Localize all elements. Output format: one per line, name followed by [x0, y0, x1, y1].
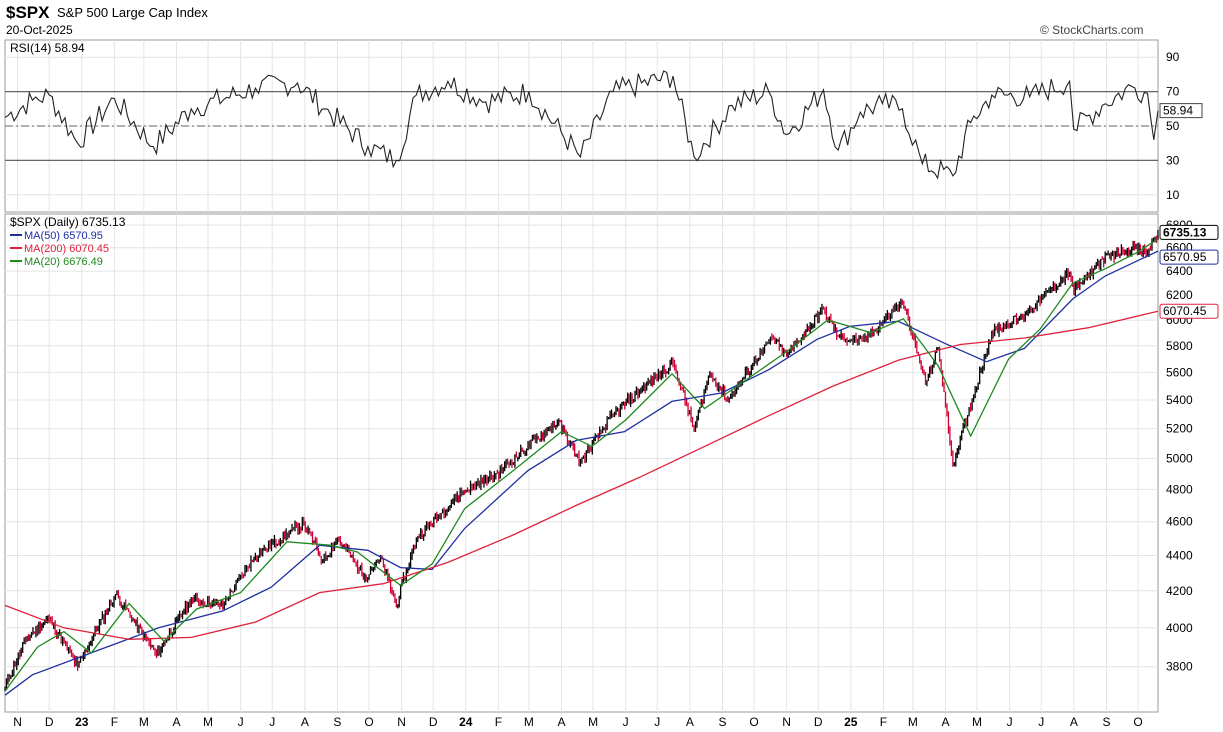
x-tick-label: N: [782, 715, 791, 729]
price-tick-label: 4400: [1166, 548, 1193, 562]
chart-header: $SPX S&P 500 Large Cap Index 20-Oct-2025…: [0, 0, 1223, 40]
price-tick-label: 5000: [1166, 451, 1193, 465]
x-tick-label: F: [880, 715, 887, 729]
x-tick-label: J: [1007, 715, 1013, 729]
price-tick-label: 4600: [1166, 515, 1193, 529]
x-tick-label: S: [1102, 715, 1110, 729]
price-tick-label: 3800: [1166, 660, 1193, 674]
price-series: [4, 229, 1159, 696]
price-last-value-label: 6570.95: [1163, 250, 1207, 264]
x-tick-label: M: [139, 715, 149, 729]
stockcharts-credit: © StockCharts.com: [1040, 23, 1144, 37]
x-tick-label: N: [13, 715, 22, 729]
x-tick-label: D: [429, 715, 438, 729]
x-tick-label: A: [172, 715, 180, 729]
ma20-line: [4, 238, 1159, 692]
price-last-value-box: [1159, 303, 1219, 319]
price-gridlines: [5, 214, 1158, 712]
x-tick-label: M: [972, 715, 982, 729]
price-tick-label: 4000: [1166, 621, 1193, 635]
x-tick-label: S: [333, 715, 341, 729]
x-tick-label: D: [814, 715, 823, 729]
rsi-axis-ticks: 10 30 50 70 90: [1166, 50, 1180, 202]
price-legend-title: $SPX (Daily) 6735.13: [10, 215, 126, 229]
rsi-panel: 10 30 50 70 90 RSI(14) 58.94 58.94: [4, 39, 1203, 213]
rsi-series: [4, 70, 1159, 180]
rsi-line: [4, 70, 1159, 180]
x-tick-label: 24: [459, 715, 473, 729]
x-tick-label: 23: [75, 715, 89, 729]
rsi-tick-label: 50: [1166, 119, 1180, 133]
x-tick-label: J: [623, 715, 629, 729]
legend-entry: MA(20) 6676.49: [24, 256, 103, 268]
index-name: S&P 500 Large Cap Index: [57, 5, 208, 20]
x-tick-label: M: [524, 715, 534, 729]
x-axis-ticks: N D 23 F M A M J J A S O N D 24 F M A M J J A S O N D 25 F M A M J J A S O: [13, 715, 1142, 729]
x-tick-label: O: [749, 715, 758, 729]
x-tick-label: J: [238, 715, 244, 729]
x-tick-label: M: [588, 715, 598, 729]
chart-date: 20-Oct-2025: [6, 23, 73, 37]
x-tick-label: O: [1133, 715, 1142, 729]
x-tick-label: J: [1038, 715, 1044, 729]
x-tick-label: A: [941, 715, 949, 729]
price-last-value-box: [1159, 224, 1219, 240]
x-tick-label: M: [908, 715, 918, 729]
x-tick-label: A: [558, 715, 566, 729]
price-panel: 3800 4000 4200 4400 4600 4800 5000 5200 5400 5600…: [4, 213, 1219, 729]
price-tick-label: 6400: [1166, 264, 1193, 278]
price-last-value-label: 6070.45: [1163, 304, 1207, 318]
x-tick-label: O: [364, 715, 373, 729]
price-tick-label: 5400: [1166, 393, 1193, 407]
price-last-value-tags: 6735.13 6570.95 6070.45: [1159, 224, 1219, 319]
x-tick-label: D: [45, 715, 54, 729]
price-tick-label: 5200: [1166, 422, 1193, 436]
price-tick-label: 4200: [1166, 584, 1193, 598]
rsi-tick-label: 90: [1166, 50, 1180, 64]
x-tick-label: F: [111, 715, 118, 729]
x-tick-label: N: [397, 715, 406, 729]
legend-entry: MA(50) 6570.95: [24, 230, 103, 242]
ma200-line: [4, 310, 1159, 640]
rsi-tick-label: 10: [1166, 188, 1180, 202]
rsi-last-value-tag: 58.94: [1159, 103, 1203, 119]
x-tick-label: 25: [844, 715, 858, 729]
price-legend: $SPX (Daily) 6735.13 MA(50) 6570.95MA(20…: [10, 215, 126, 268]
price-tick-label: 5800: [1166, 339, 1193, 353]
x-tick-label: J: [654, 715, 660, 729]
price-tick-label: 5600: [1166, 365, 1193, 379]
ticker-symbol: $SPX: [6, 3, 50, 22]
x-tick-label: A: [1070, 715, 1078, 729]
price-last-value-box: [1159, 249, 1219, 265]
x-tick-label: A: [301, 715, 309, 729]
price-axis-ticks: 3800 4000 4200 4400 4600 4800 5000 5200 5400 5600…: [1166, 218, 1193, 674]
x-tick-label: S: [718, 715, 726, 729]
rsi-last-value-box: [1159, 103, 1203, 119]
rsi-last-value-label: 58.94: [1163, 104, 1193, 118]
rsi-title: RSI(14) 58.94: [10, 41, 85, 55]
rsi-gridlines: [5, 40, 1158, 212]
x-tick-label: F: [495, 715, 502, 729]
x-tick-label: A: [686, 715, 694, 729]
price-last-value-label: 6735.13: [1163, 225, 1207, 239]
x-tick-label: J: [269, 715, 275, 729]
ma50-line: [4, 250, 1159, 696]
rsi-tick-label: 30: [1166, 153, 1180, 167]
price-tick-label: 6200: [1166, 288, 1193, 302]
legend-entry: MA(200) 6070.45: [24, 243, 109, 255]
x-tick-label: M: [203, 715, 213, 729]
rsi-tick-label: 70: [1166, 85, 1180, 99]
price-tick-label: 4800: [1166, 482, 1193, 496]
